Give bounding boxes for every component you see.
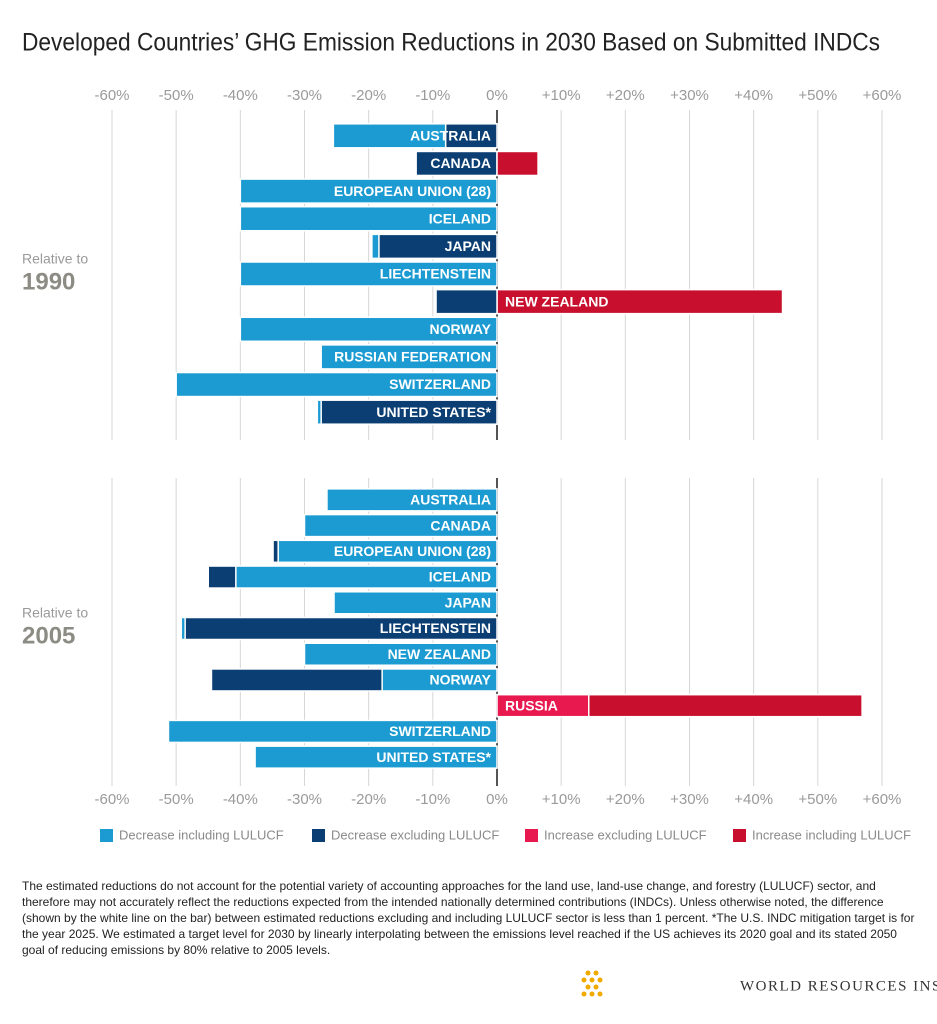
- legend-label: Increase including LULUCF: [752, 827, 911, 842]
- x-tick-label: -30%: [287, 87, 322, 104]
- x-tick-label: +10%: [542, 87, 581, 104]
- bar: [175, 371, 498, 398]
- bar-label: CANADA: [430, 517, 491, 533]
- bar-label: AUSTRALIA: [410, 128, 491, 144]
- x-tick-label: +60%: [863, 791, 902, 808]
- legend-swatch: [312, 829, 325, 842]
- legend-label: Increase excluding LULUCF: [544, 827, 707, 842]
- x-tick-label: +40%: [734, 791, 773, 808]
- x-tick-label: +30%: [670, 791, 709, 808]
- bar: [444, 123, 498, 149]
- bar: [333, 591, 498, 615]
- bar: [303, 513, 498, 538]
- legend-swatch: [525, 829, 538, 842]
- logo-text: WORLD RESOURCES INSTITUTE: [740, 978, 937, 994]
- bar-label: NEW ZEALAND: [388, 646, 491, 662]
- bar-label: UNITED STATES*: [376, 404, 491, 420]
- bar: [167, 719, 498, 744]
- chart-title: Developed Countries’ GHG Emission Reduct…: [22, 29, 880, 57]
- bar-label: EUROPEAN UNION (28): [334, 183, 491, 199]
- bar: [277, 539, 498, 564]
- bar: [496, 693, 590, 718]
- bar-label: SWITZERLAND: [389, 723, 491, 739]
- x-tick-label: +20%: [606, 87, 645, 104]
- legend-swatch: [100, 829, 113, 842]
- bar-label: UNITED STATES*: [376, 749, 491, 765]
- bar-label: JAPAN: [445, 238, 491, 254]
- bar-label: EUROPEAN UNION (28): [334, 543, 491, 559]
- bar-label: NORWAY: [430, 321, 492, 337]
- bar: [184, 616, 498, 641]
- x-tick-label: -40%: [223, 87, 258, 104]
- x-tick-label: -50%: [159, 791, 194, 808]
- x-tick-label: +50%: [798, 791, 837, 808]
- x-tick-label: +20%: [606, 791, 645, 808]
- bar: [303, 642, 498, 666]
- bar: [239, 316, 498, 343]
- bar: [435, 288, 498, 315]
- legend-swatch: [733, 829, 746, 842]
- bar: [320, 344, 498, 370]
- bar-label: RUSSIA: [505, 697, 558, 713]
- bar: [235, 565, 498, 589]
- x-tick-label: -10%: [415, 791, 450, 808]
- x-tick-label: +40%: [734, 87, 773, 104]
- bar-label: AUSTRALIA: [410, 492, 491, 508]
- bar-label: JAPAN: [445, 594, 491, 610]
- bar-label: ICELAND: [429, 569, 491, 585]
- x-tick-label: +60%: [863, 87, 902, 104]
- x-tick-label: +10%: [542, 791, 581, 808]
- bar: [239, 261, 498, 287]
- x-tick-label: -20%: [351, 791, 386, 808]
- x-tick-label: +50%: [798, 87, 837, 104]
- x-tick-label: +30%: [670, 87, 709, 104]
- bar: [378, 233, 498, 260]
- bar-label: ICELAND: [429, 210, 491, 226]
- bar: [320, 399, 498, 425]
- bar-label: NORWAY: [430, 672, 492, 688]
- panel-period: 1990: [22, 268, 75, 295]
- bar-label: CANADA: [430, 155, 491, 171]
- x-tick-label: -10%: [415, 87, 450, 104]
- logo-icon: [581, 970, 603, 997]
- bar: [381, 668, 498, 692]
- x-tick-label: -30%: [287, 791, 322, 808]
- x-tick-label: -60%: [94, 791, 129, 808]
- bar: [415, 150, 498, 177]
- panel-label: Relative to: [22, 605, 88, 621]
- bar: [239, 205, 498, 232]
- panel-label: Relative to: [22, 251, 88, 267]
- x-tick-label: 0%: [486, 791, 508, 808]
- x-tick-label: -40%: [223, 791, 258, 808]
- x-tick-label: -60%: [94, 87, 129, 104]
- footnote: The estimated reductions do not account …: [22, 879, 915, 957]
- x-tick-label: -20%: [351, 87, 386, 104]
- panel-period: 2005: [22, 622, 75, 649]
- bar-label: LIECHTENSTEIN: [380, 266, 491, 282]
- bar-label: RUSSIAN FEDERATION: [334, 349, 491, 365]
- legend-label: Decrease including LULUCF: [119, 827, 284, 842]
- bar: [326, 488, 498, 512]
- bar: [496, 288, 784, 315]
- legend-label: Decrease excluding LULUCF: [331, 827, 499, 842]
- bar-label: LIECHTENSTEIN: [380, 620, 491, 636]
- bar: [239, 178, 498, 204]
- bar: [254, 745, 498, 769]
- bar-label: NEW ZEALAND: [505, 293, 608, 309]
- x-tick-label: -50%: [159, 87, 194, 104]
- x-tick-label: 0%: [486, 87, 508, 104]
- bar: [496, 150, 539, 177]
- bar-label: SWITZERLAND: [389, 376, 491, 392]
